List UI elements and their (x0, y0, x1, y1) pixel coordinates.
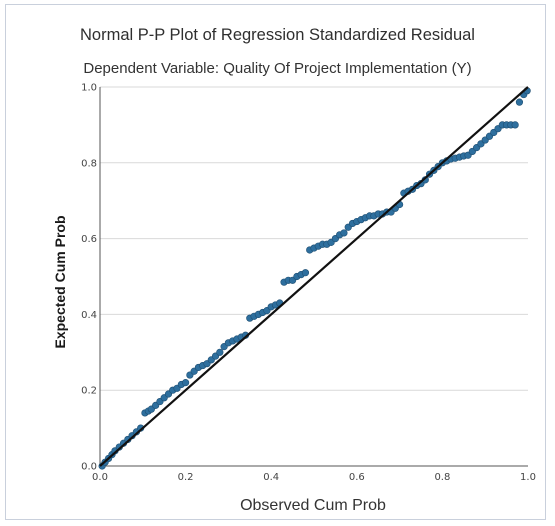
data-point (216, 348, 224, 356)
reference-line (99, 86, 529, 467)
data-point (340, 229, 348, 237)
axes (99, 87, 528, 467)
x-tick-label: 0.6 (349, 472, 365, 483)
x-tick-label: 0.0 (92, 472, 108, 483)
y-tick-label: 0.8 (81, 158, 97, 169)
x-tick-label: 1.0 (520, 472, 536, 483)
data-point (515, 98, 524, 106)
grid-lines (100, 86, 528, 391)
data-point (301, 269, 310, 277)
y-tick-label: 0.6 (81, 234, 97, 245)
chart-frame (5, 4, 546, 520)
y-tick-label: 0.0 (81, 462, 97, 473)
y-tick-label: 0.2 (81, 386, 97, 397)
reference-line-group (99, 86, 529, 467)
tick-labels: 0.0 0.2 0.4 0.6 0.8 1.0 0.0 0.2 0.4 0.6 0.8 1.0 (81, 83, 536, 484)
data-points (98, 87, 531, 470)
x-axis-label: Observed Cum Prob (240, 497, 386, 514)
x-tick-label: 0.8 (434, 472, 450, 483)
chart-title: Normal P-P Plot of Regression Standardiz… (80, 26, 475, 44)
chart-subtitle: Dependent Variable: Quality Of Project I… (83, 60, 472, 77)
x-tick-label: 0.4 (263, 472, 279, 483)
data-point (511, 121, 519, 129)
y-tick-label: 0.4 (81, 310, 97, 321)
data-point (182, 379, 190, 387)
y-tick-label: 1.0 (81, 83, 97, 94)
x-tick-label: 0.2 (178, 472, 194, 483)
